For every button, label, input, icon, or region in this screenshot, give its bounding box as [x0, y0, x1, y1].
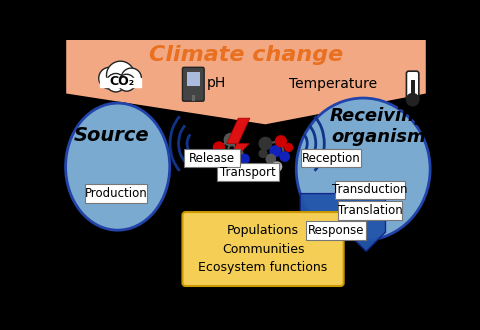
Circle shape: [407, 93, 419, 106]
Text: Transport: Transport: [220, 166, 276, 179]
Text: Source: Source: [73, 126, 149, 145]
Text: CO₂: CO₂: [109, 75, 134, 88]
Text: Transduction: Transduction: [332, 183, 408, 196]
Ellipse shape: [296, 98, 430, 240]
Circle shape: [280, 152, 289, 161]
FancyBboxPatch shape: [301, 149, 361, 167]
Circle shape: [107, 61, 134, 89]
Text: Climate change: Climate change: [149, 45, 343, 65]
FancyBboxPatch shape: [184, 149, 240, 167]
Polygon shape: [300, 182, 385, 251]
Circle shape: [259, 150, 267, 157]
Circle shape: [266, 154, 276, 164]
Circle shape: [121, 68, 142, 88]
Circle shape: [234, 149, 243, 158]
Text: Reception: Reception: [302, 152, 360, 165]
FancyBboxPatch shape: [192, 95, 195, 101]
Circle shape: [240, 154, 249, 164]
Circle shape: [118, 74, 135, 91]
Text: pH: pH: [207, 76, 227, 90]
Circle shape: [276, 136, 286, 147]
FancyBboxPatch shape: [100, 78, 141, 87]
FancyBboxPatch shape: [182, 67, 204, 101]
Polygon shape: [225, 118, 250, 169]
Circle shape: [224, 134, 237, 146]
Text: Communities: Communities: [222, 243, 304, 255]
FancyBboxPatch shape: [338, 201, 402, 220]
Text: Release: Release: [189, 152, 235, 165]
Circle shape: [221, 151, 232, 162]
Polygon shape: [66, 40, 426, 124]
Circle shape: [230, 160, 239, 169]
Text: Production: Production: [84, 187, 147, 200]
FancyBboxPatch shape: [187, 72, 200, 86]
Text: Populations: Populations: [227, 224, 299, 237]
FancyBboxPatch shape: [182, 212, 344, 286]
Text: Temperature: Temperature: [288, 77, 377, 91]
FancyBboxPatch shape: [407, 71, 419, 100]
Circle shape: [99, 67, 120, 89]
Circle shape: [214, 142, 224, 153]
FancyBboxPatch shape: [306, 221, 366, 240]
Circle shape: [107, 74, 125, 92]
Circle shape: [259, 137, 272, 150]
Circle shape: [270, 146, 281, 157]
FancyBboxPatch shape: [411, 80, 415, 95]
FancyBboxPatch shape: [216, 163, 278, 181]
Circle shape: [285, 144, 292, 151]
Circle shape: [272, 162, 282, 171]
FancyBboxPatch shape: [85, 184, 147, 203]
FancyBboxPatch shape: [335, 181, 405, 199]
Text: Ecosystem functions: Ecosystem functions: [198, 261, 328, 274]
Text: Receiving
organism: Receiving organism: [330, 108, 428, 146]
Ellipse shape: [66, 103, 170, 230]
Text: Response: Response: [308, 224, 364, 237]
Circle shape: [219, 163, 227, 171]
Text: Translation: Translation: [337, 204, 402, 217]
